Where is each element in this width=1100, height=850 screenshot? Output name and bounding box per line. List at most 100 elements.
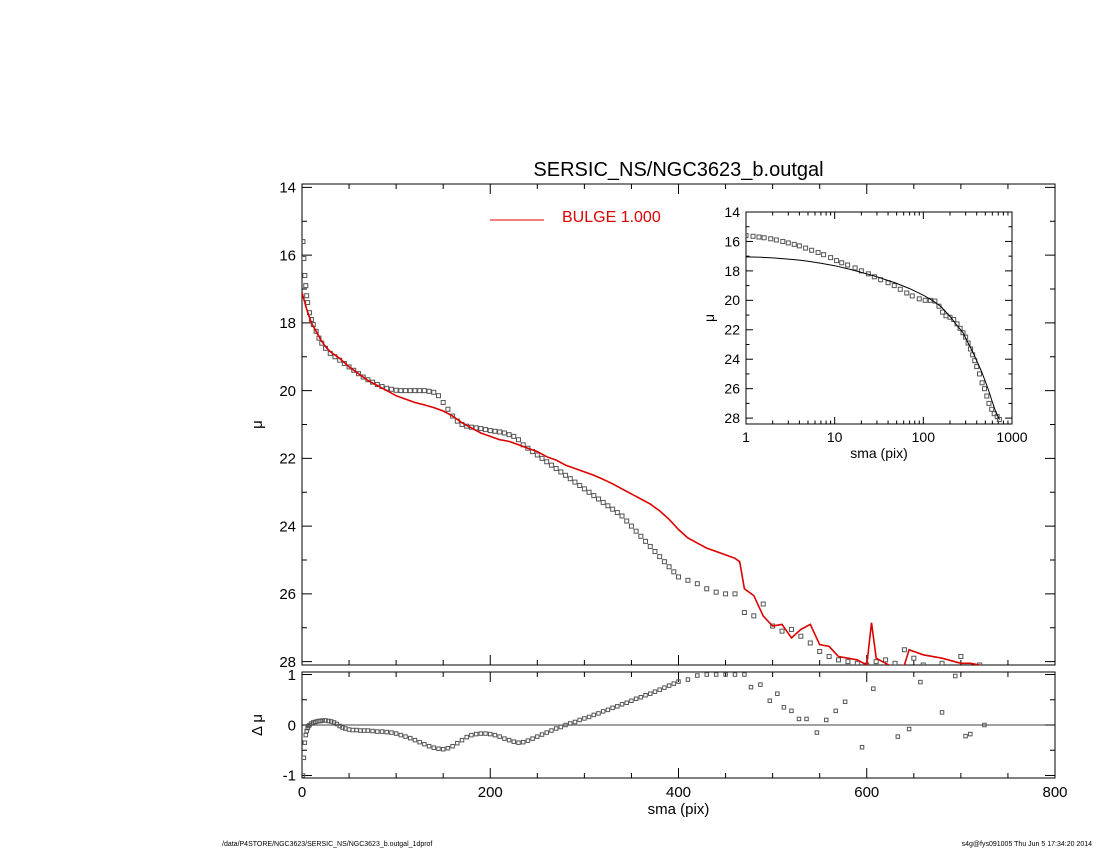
data-point [506,432,512,438]
data-point [431,389,437,395]
y-tick-label: -1 [283,768,296,785]
legend-label: BULGE 1.000 [562,209,661,226]
y-tick-label: 26 [724,381,740,397]
inset-data-point [834,258,840,264]
residual-point [685,677,691,682]
data-point [426,388,432,394]
residual-point [671,681,677,686]
data-point [661,559,667,565]
residual-point [455,740,460,746]
y-tick-label: 26 [279,586,296,603]
residual-point [431,745,437,750]
residual-point [605,707,611,713]
y-tick-label: 28 [279,654,296,671]
residual-point [648,691,653,696]
residual-point [450,743,455,749]
residual-point [789,708,794,714]
data-point [313,328,319,334]
y-tick-label: 18 [724,263,740,279]
residual-point [326,718,331,724]
residual-point [568,721,573,726]
data-point [704,586,710,592]
data-point [610,506,616,512]
bulge-model-line [302,292,980,665]
data-point [586,489,592,495]
residual-point [657,687,662,692]
residual-point [303,732,309,738]
data-point [412,388,418,394]
data-point [732,591,738,597]
residual-point [662,685,667,690]
residual-point [796,716,802,722]
residual-point [871,686,876,691]
data-point [723,591,729,597]
residual-point [422,741,427,747]
residual-point [478,731,484,736]
residual-point [375,729,380,734]
residual-point [704,672,709,677]
residual-point [436,746,441,751]
residual-point [624,700,629,706]
residual-point [384,729,389,735]
inset-data-point [986,400,992,406]
data-point [836,657,842,663]
residual-point [379,729,385,734]
data-point [614,510,620,516]
data-point [534,452,540,458]
data-point [440,399,446,405]
residual-point [398,732,404,738]
residual-point [464,734,469,740]
data-point [417,388,423,394]
data-point [628,523,634,529]
x-tick-label: 600 [854,784,879,801]
residual-point [748,684,754,690]
data-point [605,503,611,509]
x-tick-label: 0 [298,784,306,801]
data-point [671,569,677,575]
residual-point [473,731,479,737]
data-point [393,387,399,393]
residual-point [440,746,446,752]
residual-point [895,734,901,739]
residual-point [328,719,334,724]
residual-point [506,737,512,743]
data-point [873,659,879,665]
residual-point [638,694,644,700]
data-point [558,469,564,475]
data-point [421,388,427,394]
y-tick-label: 0 [288,717,296,734]
residual-point [633,696,639,702]
residual-point [553,726,559,731]
residual-point [666,683,672,688]
residual-point [906,726,912,732]
residual-point [544,730,549,735]
inset-data-point [796,243,802,249]
data-point [303,283,309,289]
footer-user-timestamp: s4g@fys091005 Thu Jun 5 17:34:20 2014 [961,841,1092,848]
data-point [817,648,823,654]
residual-point [511,739,517,744]
inset-data-point [839,260,845,266]
inset-data-point [916,296,922,302]
data-point [398,388,404,394]
x-axis-label: sma (pix) [850,445,908,461]
data-point [445,406,451,412]
inset-data-point [897,286,903,292]
data-point [958,654,964,660]
inset-data-point [909,293,915,299]
x-tick-label: 400 [666,784,691,801]
residual-point [982,722,987,728]
inset-data-point [773,237,779,243]
inset-data-point [785,240,791,246]
inset-data-point [979,380,985,386]
residual-point [516,740,521,745]
residual-point [652,689,658,694]
data-point [544,459,550,465]
x-tick-label: 1 [742,429,750,445]
data-point [346,364,352,370]
data-point [652,549,658,555]
residual-point [445,745,451,751]
residual-point [676,679,681,684]
data-point [939,660,945,665]
